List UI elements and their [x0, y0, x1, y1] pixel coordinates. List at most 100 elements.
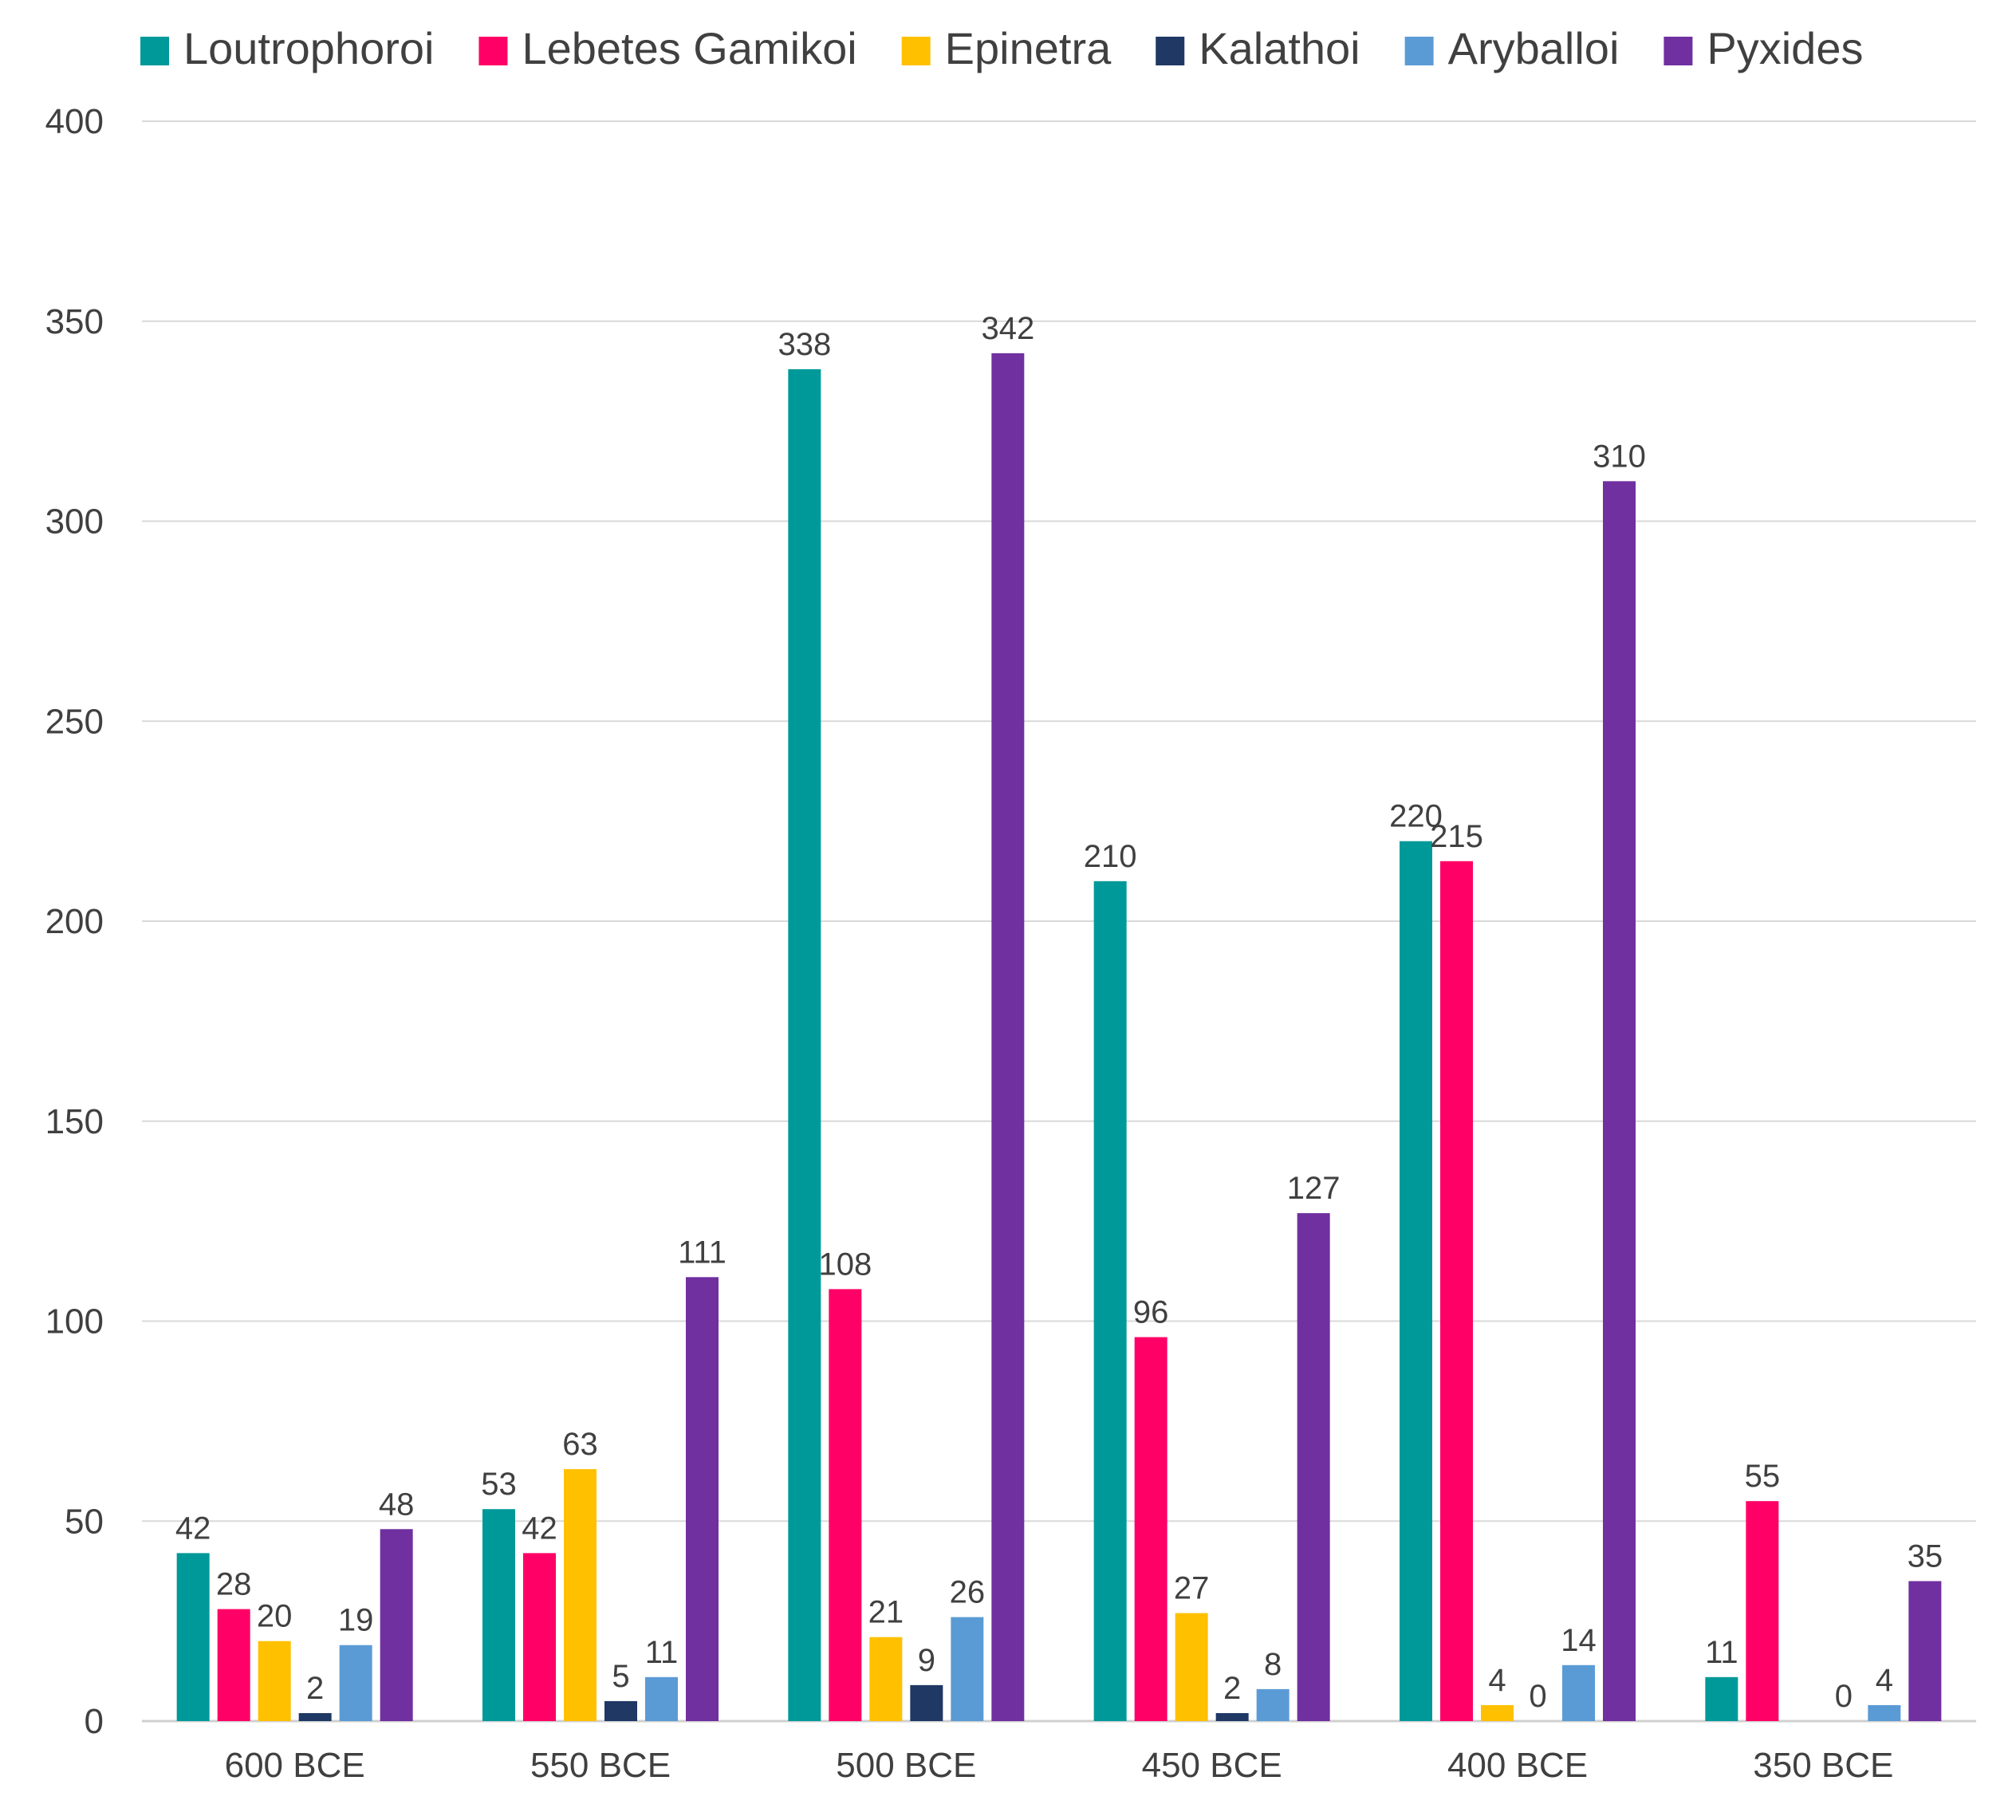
bar-pyxides: [686, 1277, 719, 1721]
gridlines: [142, 120, 1976, 1723]
bar-epinetra: [869, 1637, 903, 1721]
legend-entry: Kalathoi: [1199, 23, 1360, 73]
data-label: 4: [1488, 1663, 1506, 1698]
bar-aryballoi: [1868, 1704, 1901, 1721]
bar-lebetes-gamikoi: [1746, 1501, 1779, 1721]
bar-aryballoi: [951, 1617, 984, 1721]
bar-aryballoi: [1256, 1688, 1290, 1721]
bar-loutrophoroi: [482, 1509, 515, 1721]
x-tick-label: 500 BCE: [836, 1746, 976, 1785]
data-label: 338: [778, 327, 831, 362]
y-tick-label: 400: [45, 102, 104, 141]
bar-aryballoi: [1562, 1664, 1595, 1721]
y-tick-label: 250: [45, 702, 104, 741]
data-label: 20: [257, 1599, 293, 1634]
data-label: 108: [818, 1247, 872, 1282]
bar-pyxides: [1908, 1581, 1942, 1721]
data-label: 26: [950, 1575, 986, 1610]
data-label: 9: [918, 1643, 935, 1678]
bar-aryballoi: [645, 1676, 678, 1721]
legend-swatch: [1404, 37, 1434, 65]
legend-entry: Lebetes Gamikoi: [522, 23, 856, 73]
y-tick-label: 200: [45, 902, 104, 941]
data-label: 111: [678, 1235, 726, 1270]
bar-loutrophoroi: [176, 1553, 210, 1721]
data-label: 0: [1835, 1679, 1853, 1714]
data-label: 55: [1745, 1459, 1781, 1494]
data-label: 5: [612, 1659, 629, 1694]
x-tick-label: 550 BCE: [530, 1746, 671, 1785]
data-label: 48: [379, 1487, 415, 1522]
data-label: 27: [1174, 1571, 1210, 1606]
bar-loutrophoroi: [1400, 841, 1432, 1721]
data-label: 42: [175, 1511, 211, 1546]
legend-swatch: [478, 37, 508, 65]
x-tick-label: 400 BCE: [1447, 1746, 1588, 1785]
data-label: 0: [1529, 1679, 1546, 1714]
legend-swatch: [1156, 37, 1185, 65]
data-label: 342: [981, 311, 1034, 346]
bar-kalathoi: [1215, 1712, 1249, 1721]
data-label: 2: [306, 1671, 324, 1706]
bar-epinetra: [1481, 1704, 1514, 1721]
bar-kalathoi: [910, 1684, 943, 1721]
y-tick-label: 350: [45, 302, 104, 341]
bars: [176, 353, 1942, 1722]
data-labels: 4228202194853426351111133810821926342210…: [175, 311, 1943, 1714]
data-label: 19: [338, 1603, 374, 1638]
legend-swatch: [901, 37, 931, 65]
data-label: 220: [1389, 799, 1443, 834]
data-label: 53: [481, 1467, 517, 1502]
y-axis-ticks: 0 50 100 150 200 250 300 350 400: [45, 102, 104, 1741]
legend-entry: Loutrophoroi: [183, 23, 434, 73]
data-label: 310: [1593, 439, 1646, 474]
x-tick-label: 600 BCE: [225, 1746, 365, 1785]
data-label: 127: [1287, 1171, 1341, 1206]
legend-swatch: [140, 37, 169, 65]
bar-lebetes-gamikoi: [1440, 861, 1473, 1721]
x-tick-label: 450 BCE: [1142, 1746, 1282, 1785]
legend: Loutrophoroi Lebetes Gamikoi Epinetra Kalat…: [140, 23, 1863, 73]
bar-pyxides: [991, 353, 1025, 1721]
bar-epinetra: [564, 1469, 597, 1721]
legend-swatch: [1664, 37, 1693, 65]
data-label: 42: [522, 1511, 557, 1546]
x-axis-ticks: 600 BCE 550 BCE 500 BCE 450 BCE 400 BCE 350 B…: [225, 1746, 1894, 1785]
y-tick-label: 300: [45, 502, 104, 542]
bar-loutrophoroi: [1705, 1676, 1738, 1721]
bar-pyxides: [1603, 481, 1636, 1721]
bar-aryballoi: [339, 1645, 372, 1721]
data-label: 4: [1876, 1663, 1893, 1698]
bar-epinetra: [258, 1641, 291, 1721]
bar-lebetes-gamikoi: [217, 1609, 250, 1721]
data-label: 96: [1133, 1295, 1169, 1330]
y-tick-label: 150: [45, 1102, 104, 1141]
data-label: 28: [216, 1567, 252, 1602]
bar-kalathoi: [298, 1712, 332, 1721]
data-label: 210: [1084, 839, 1137, 874]
bar-lebetes-gamikoi: [523, 1553, 556, 1721]
data-label: 2: [1223, 1671, 1241, 1706]
x-tick-label: 350 BCE: [1753, 1746, 1893, 1785]
data-label: 63: [562, 1427, 598, 1462]
data-label: 21: [868, 1595, 904, 1630]
y-tick-label: 50: [65, 1502, 104, 1541]
data-label: 8: [1264, 1647, 1282, 1682]
data-label: 14: [1561, 1623, 1597, 1658]
bar-lebetes-gamikoi: [829, 1289, 862, 1721]
data-label: 11: [645, 1635, 679, 1670]
bar-epinetra: [1175, 1613, 1208, 1721]
bar-loutrophoroi: [788, 368, 821, 1722]
bar-loutrophoroi: [1093, 880, 1127, 1721]
legend-entry: Aryballoi: [1448, 23, 1620, 73]
bar-pyxides: [1297, 1213, 1330, 1721]
bar-lebetes-gamikoi: [1134, 1337, 1167, 1721]
bar-kalathoi: [604, 1700, 637, 1721]
data-label: 11: [1705, 1635, 1738, 1670]
legend-entry: Epinetra: [945, 23, 1112, 73]
bar-pyxides: [380, 1529, 413, 1721]
y-tick-label: 0: [85, 1702, 104, 1741]
y-tick-label: 100: [45, 1302, 104, 1341]
data-label: 215: [1430, 819, 1483, 854]
